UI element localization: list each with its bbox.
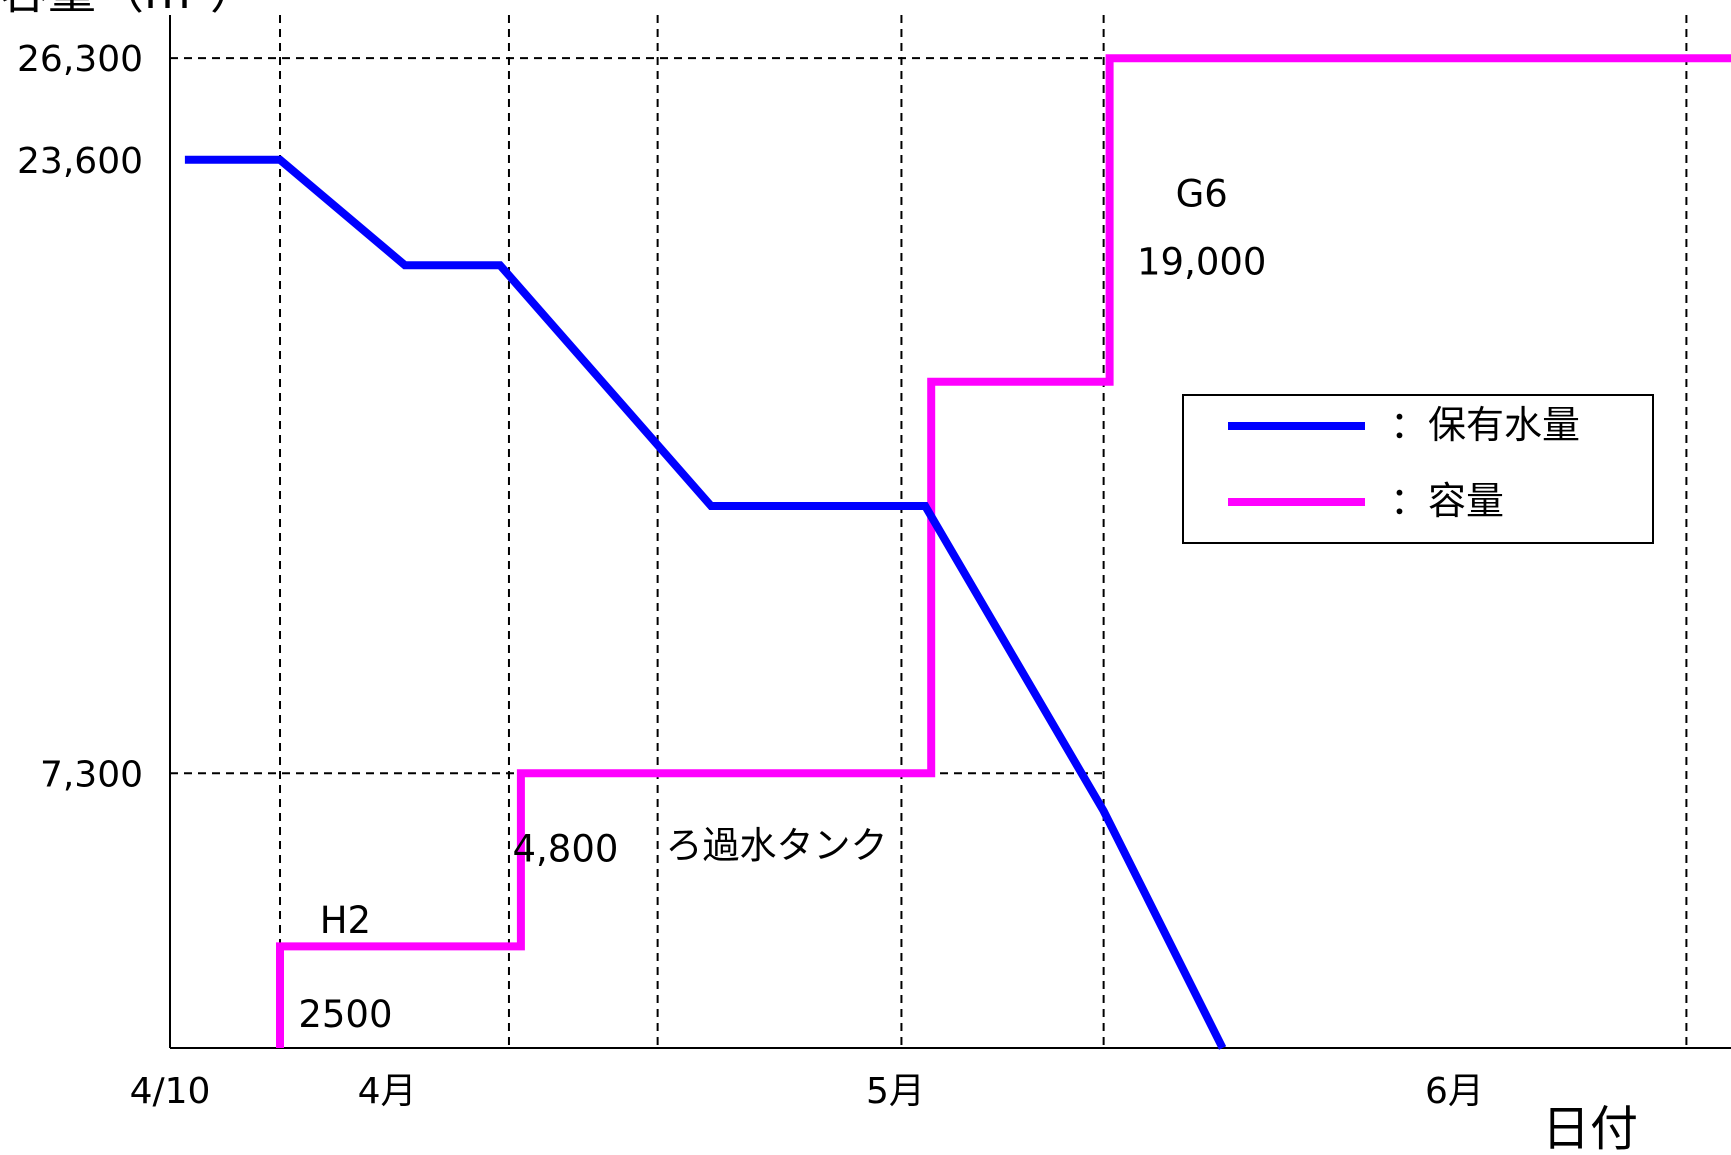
x-tick-labels: 4/10 4月 5月 6月 xyxy=(130,1071,1484,1112)
y-axis-title: 容量（m³） xyxy=(0,0,258,20)
annotation-4: G6 xyxy=(1176,173,1228,216)
series-line-1 xyxy=(276,54,1731,1048)
annotation-2: 4,800 xyxy=(512,828,618,871)
annotation-0: H2 xyxy=(320,899,371,942)
x-tick-label-3: 6月 xyxy=(1425,1071,1484,1112)
y-tick-label-1: 23,600 xyxy=(17,141,143,182)
series-line-0 xyxy=(184,155,1227,1050)
x-tick-label-2: 5月 xyxy=(866,1071,925,1112)
annotation-3: ろ過水タンク xyxy=(666,824,888,867)
annotation-1: 2500 xyxy=(298,993,392,1036)
y-tick-labels: 26,300 23,600 7,300 xyxy=(17,39,143,795)
legend-label-capacity: ：容量 xyxy=(1390,479,1504,523)
legend-box xyxy=(1182,394,1654,544)
annotation-5: 19,000 xyxy=(1137,240,1266,283)
series-layer xyxy=(184,54,1731,1050)
x-axis-title: 日付 xyxy=(1542,1101,1638,1150)
legend: ：保有水量 ：容量 xyxy=(1182,394,1654,544)
x-tick-label-0: 4/10 xyxy=(130,1071,211,1112)
legend-label-water: ：保有水量 xyxy=(1390,403,1580,447)
annotations: H2 2500 4,800 ろ過水タンク G6 19,000 xyxy=(298,173,1266,1036)
y-tick-label-2: 7,300 xyxy=(40,754,143,795)
y-tick-label-0: 26,300 xyxy=(17,39,143,80)
x-tick-label-1: 4月 xyxy=(358,1071,417,1112)
